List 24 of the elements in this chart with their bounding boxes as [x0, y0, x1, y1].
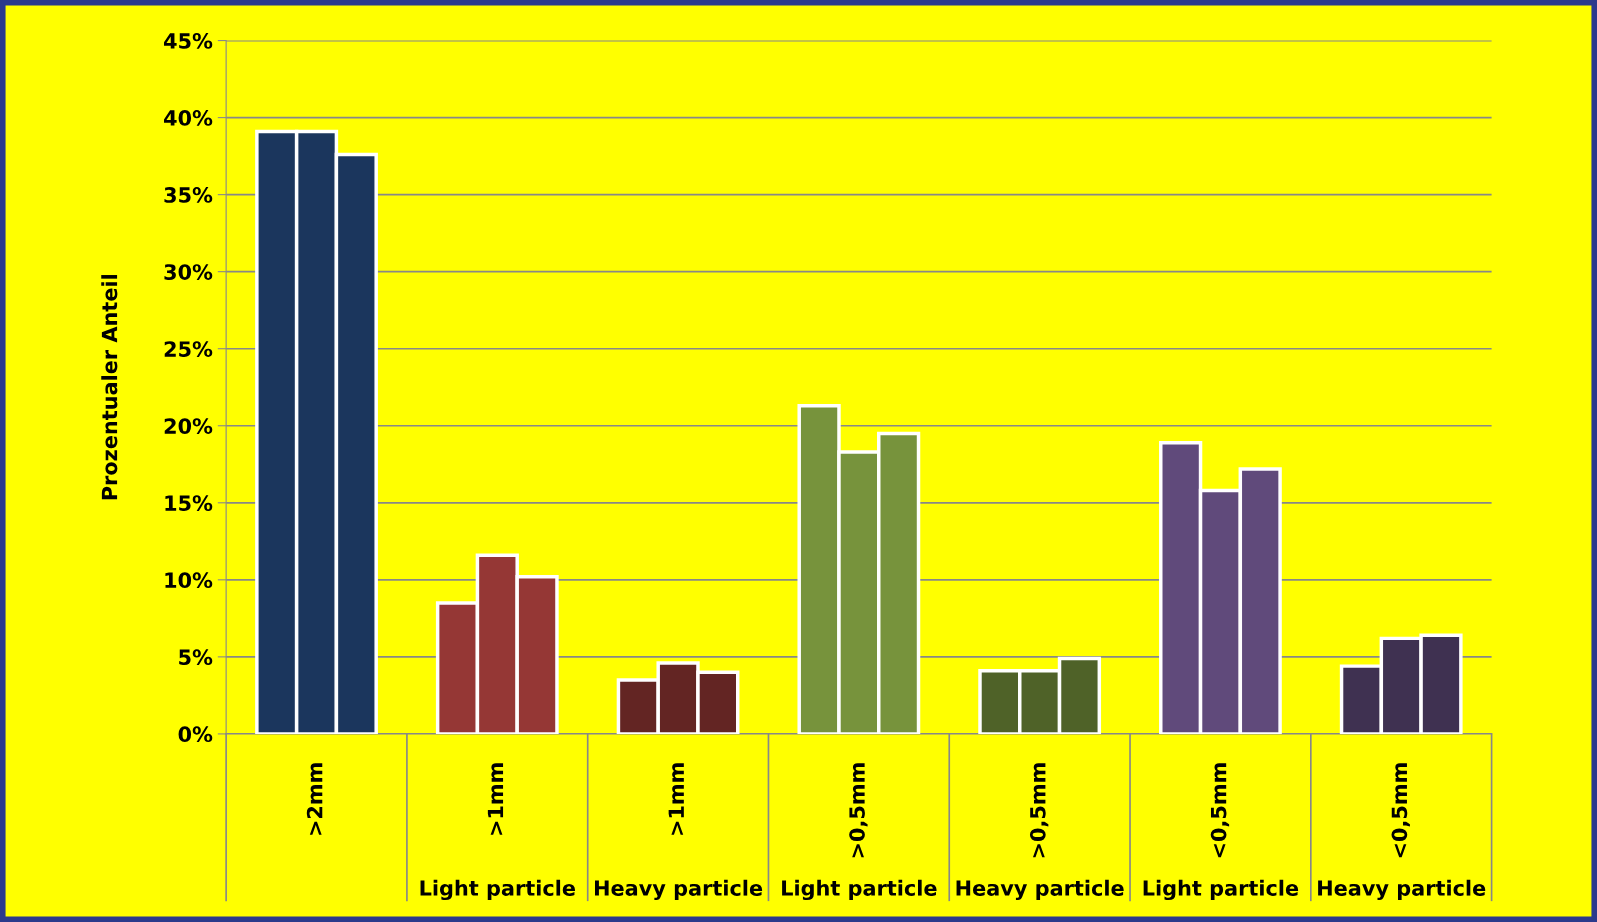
y-tick-label: 40%: [164, 110, 213, 126]
text: Heavy particle: [595, 879, 763, 901]
text: Light particle: [420, 879, 575, 901]
y-axis-title: Prozentualer Anteil: [101, 275, 118, 500]
x-tick-label: >0,5mm: [1029, 763, 1049, 858]
y-tick-label: 30%: [164, 264, 213, 280]
x-tick-label: <0,5mm: [1210, 763, 1230, 858]
text: Light particle: [1143, 879, 1299, 901]
text: Light particle: [782, 879, 937, 901]
y-tick-label: 45%: [164, 33, 213, 49]
y-tick-label: 10%: [165, 572, 213, 589]
x-tick-label: >0,5mm: [849, 763, 868, 858]
y-tick-label: 0%: [178, 726, 213, 743]
text: Heavy particle: [956, 879, 1124, 901]
x-tick-label: >2mm: [306, 763, 323, 835]
x-tick-label: >1mm: [668, 763, 684, 835]
y-tick-label: 5%: [179, 649, 213, 666]
x-tick-label: <0,5mm: [1391, 763, 1410, 858]
x-tick-label: >1mm: [487, 763, 504, 835]
y-tick-label: 15%: [165, 495, 213, 512]
y-tick-label: 35%: [164, 187, 213, 203]
text: Heavy particle: [1318, 879, 1486, 901]
y-tick-label: 20%: [164, 418, 213, 434]
y-tick-label: 25%: [164, 341, 213, 357]
